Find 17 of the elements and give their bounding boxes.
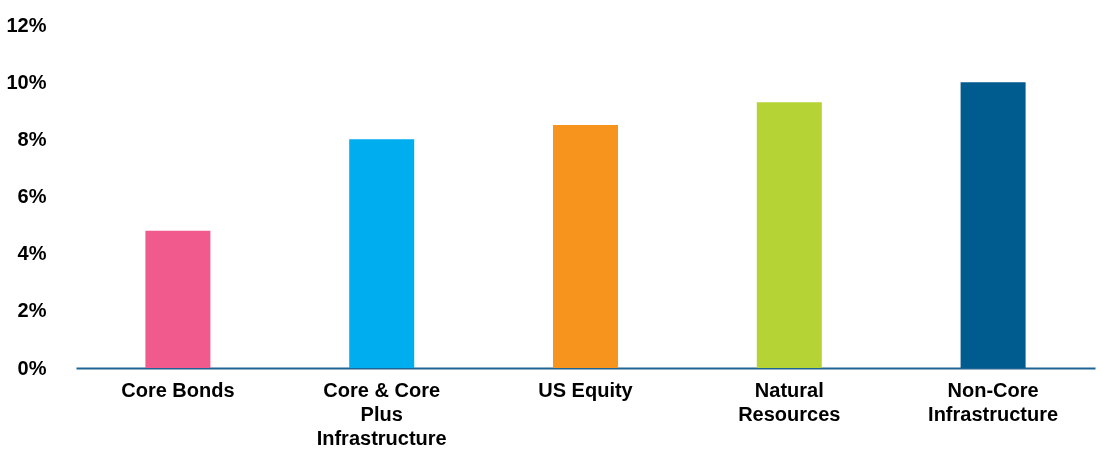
x-tick-label: Natural Resources [738,378,841,425]
y-tick-label: 6% [17,185,47,207]
bar [553,125,618,368]
y-tick-label: 0% [17,356,47,379]
y-tick-label: 2% [17,299,47,322]
y-tick-label: 4% [17,242,47,265]
bar [145,230,211,368]
y-tick-label: 10% [6,70,47,93]
x-tick-label: Core & Core Plus Infrastructure [316,378,447,449]
bar [960,82,1026,368]
bar [349,139,415,368]
x-tick-label: Non-Core Infrastructure [928,378,1059,425]
y-tick-label: 12% [6,13,47,36]
x-tick-label: US Equity [538,378,634,401]
x-tick-label: Core Bonds [121,378,235,401]
bar [756,102,822,368]
y-tick-label: 8% [17,127,47,150]
